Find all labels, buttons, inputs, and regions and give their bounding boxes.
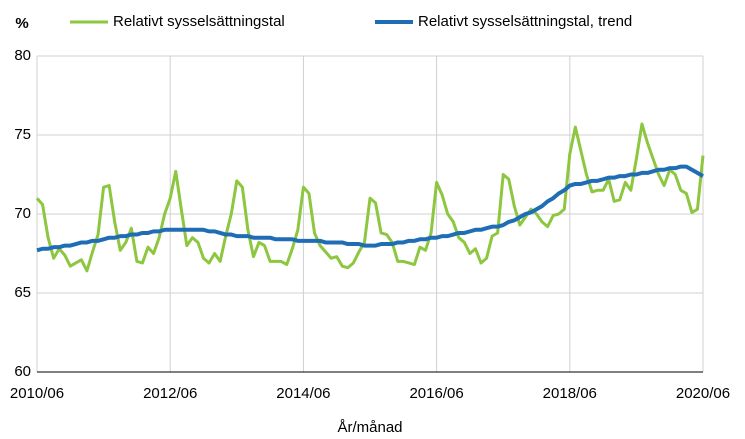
y-axis-label: % [15, 15, 28, 32]
data-line [36, 164, 704, 253]
x-tick-label: 2016/06 [409, 385, 463, 402]
legend-label: Relativt sysselsättningstal [113, 13, 285, 30]
y-tick-label: 80 [14, 47, 31, 64]
y-tick-label: 70 [14, 205, 31, 222]
data-line [35, 122, 705, 273]
x-tick-label: 2010/06 [10, 385, 64, 402]
y-tick-label: 65 [14, 284, 31, 301]
legend-label: Relativt sysselsättningstal, trend [418, 13, 632, 30]
y-tick-label: 60 [14, 363, 31, 380]
x-tick-label: 2020/06 [676, 385, 730, 402]
x-axis-label: År/månad [337, 419, 402, 436]
x-tick-label: 2018/06 [543, 385, 597, 402]
x-tick-label: 2014/06 [276, 385, 330, 402]
x-tick-label: 2012/06 [143, 385, 197, 402]
y-tick-label: 75 [14, 126, 31, 143]
